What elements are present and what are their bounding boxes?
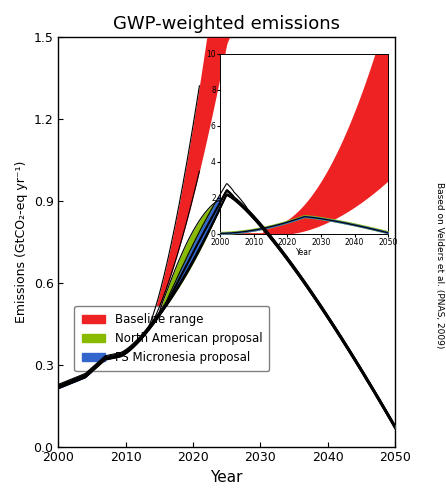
X-axis label: Year: Year (211, 470, 243, 485)
Legend: Baseline range, North American proposal, FS Micronesia proposal: Baseline range, North American proposal,… (74, 306, 269, 371)
Text: Based on Velders et al. (PNAS, 2009): Based on Velders et al. (PNAS, 2009) (435, 182, 444, 348)
Y-axis label: Emissions (GtCO₂-eq yr⁻¹): Emissions (GtCO₂-eq yr⁻¹) (15, 161, 28, 323)
Title: GWP-weighted emissions: GWP-weighted emissions (113, 15, 340, 33)
